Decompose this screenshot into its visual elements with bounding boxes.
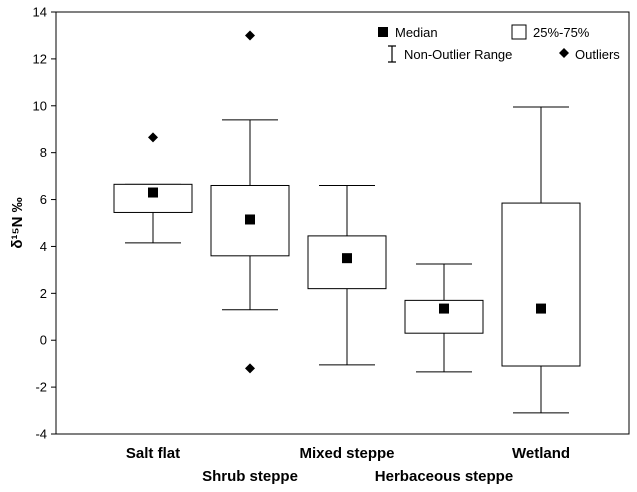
box-herbaceous-steppe <box>404 263 484 373</box>
outlier-point <box>148 132 158 143</box>
legend-box-label: 25%-75% <box>533 25 590 40</box>
legend-whisker-swatch <box>388 45 396 63</box>
y-tick-label: -2 <box>35 380 47 395</box>
legend-box-swatch <box>511 24 527 40</box>
box-mixed-steppe <box>307 184 387 366</box>
legend: Median 25%-75% Non-Outlier Range Outlier… <box>378 24 620 63</box>
y-axis: -4 -2 0 2 4 6 8 10 12 14 <box>33 5 56 442</box>
y-axis-title: δ¹⁵N ‰ <box>9 197 26 248</box>
y-tick-label: 6 <box>40 192 47 207</box>
outlier-point <box>245 363 255 374</box>
median-marker <box>536 303 546 314</box>
y-tick-label: 8 <box>40 145 47 160</box>
y-tick-label: 10 <box>33 98 47 113</box>
box-shrub-steppe <box>210 30 290 374</box>
x-category-label: Mixed steppe <box>299 445 394 462</box>
y-tick-label: -4 <box>35 427 47 442</box>
y-tick-label: 12 <box>33 51 47 66</box>
legend-median-label: Median <box>395 25 438 40</box>
y-tick-label: 14 <box>33 5 47 20</box>
legend-outlier-swatch <box>559 48 569 58</box>
x-category-label: Shrub steppe <box>202 468 298 485</box>
box-salt-flat <box>113 132 193 244</box>
plot-frame <box>55 11 630 435</box>
legend-median-swatch <box>378 27 388 37</box>
boxes-group <box>113 30 581 414</box>
outlier-point <box>245 30 255 41</box>
x-category-label: Salt flat <box>126 445 180 462</box>
median-marker <box>342 253 352 264</box>
x-category-label: Wetland <box>512 445 570 462</box>
median-marker <box>439 303 449 314</box>
y-tick-label: 0 <box>40 333 47 348</box>
legend-outlier-label: Outliers <box>575 47 620 62</box>
y-tick-label: 4 <box>40 239 47 254</box>
median-marker <box>148 187 158 198</box>
box-wetland <box>501 106 581 414</box>
median-marker <box>245 214 255 225</box>
box-iqr <box>501 202 581 367</box>
x-category-label: Herbaceous steppe <box>375 468 513 485</box>
legend-whisker-label: Non-Outlier Range <box>404 47 512 62</box>
y-tick-label: 2 <box>40 286 47 301</box>
